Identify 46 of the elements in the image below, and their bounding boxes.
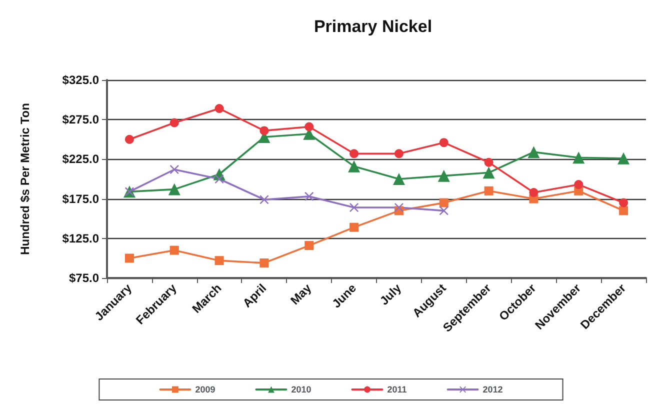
point: [619, 206, 628, 216]
y-axis-title: Hundred $s Per Metric Ton: [18, 103, 32, 255]
y-tick-label: $175.0: [62, 192, 100, 206]
legend-label: 2012: [482, 384, 503, 394]
legend-label: 2009: [195, 384, 216, 394]
point: [124, 254, 134, 263]
point: [350, 222, 359, 232]
point: [482, 166, 495, 179]
point: [439, 138, 448, 148]
point: [438, 170, 450, 182]
y-tick-label: $275.0: [62, 112, 100, 127]
point: [350, 149, 359, 158]
point: [214, 104, 224, 114]
point: [170, 118, 179, 128]
point: [304, 241, 314, 250]
y-tick-label: $225.0: [62, 152, 100, 166]
point: [124, 134, 134, 144]
point: [260, 126, 269, 136]
point: [170, 164, 179, 174]
point: [528, 146, 540, 158]
point: [529, 188, 538, 197]
point: [392, 173, 405, 185]
legend-label: 2011: [387, 384, 407, 394]
point: [572, 152, 585, 164]
point: [394, 149, 404, 158]
point: [574, 180, 584, 190]
point: [214, 174, 224, 184]
point: [484, 158, 494, 167]
point: [484, 186, 494, 196]
point: [348, 160, 360, 172]
legend-label: 2010: [291, 384, 312, 394]
point: [439, 198, 448, 208]
point: [439, 206, 448, 216]
point: [260, 195, 269, 204]
point: [304, 192, 314, 201]
point: [304, 122, 314, 132]
y-tick-label: $125.0: [62, 231, 100, 246]
point: [618, 152, 630, 164]
point: [168, 183, 180, 196]
point: [170, 246, 179, 255]
point: [619, 198, 628, 208]
point: [214, 256, 224, 266]
point: [260, 258, 269, 268]
y-tick-label: $75.0: [68, 271, 100, 285]
chart-title: Primary Nickel: [314, 17, 432, 36]
y-tick-label: $325.0: [62, 73, 100, 87]
